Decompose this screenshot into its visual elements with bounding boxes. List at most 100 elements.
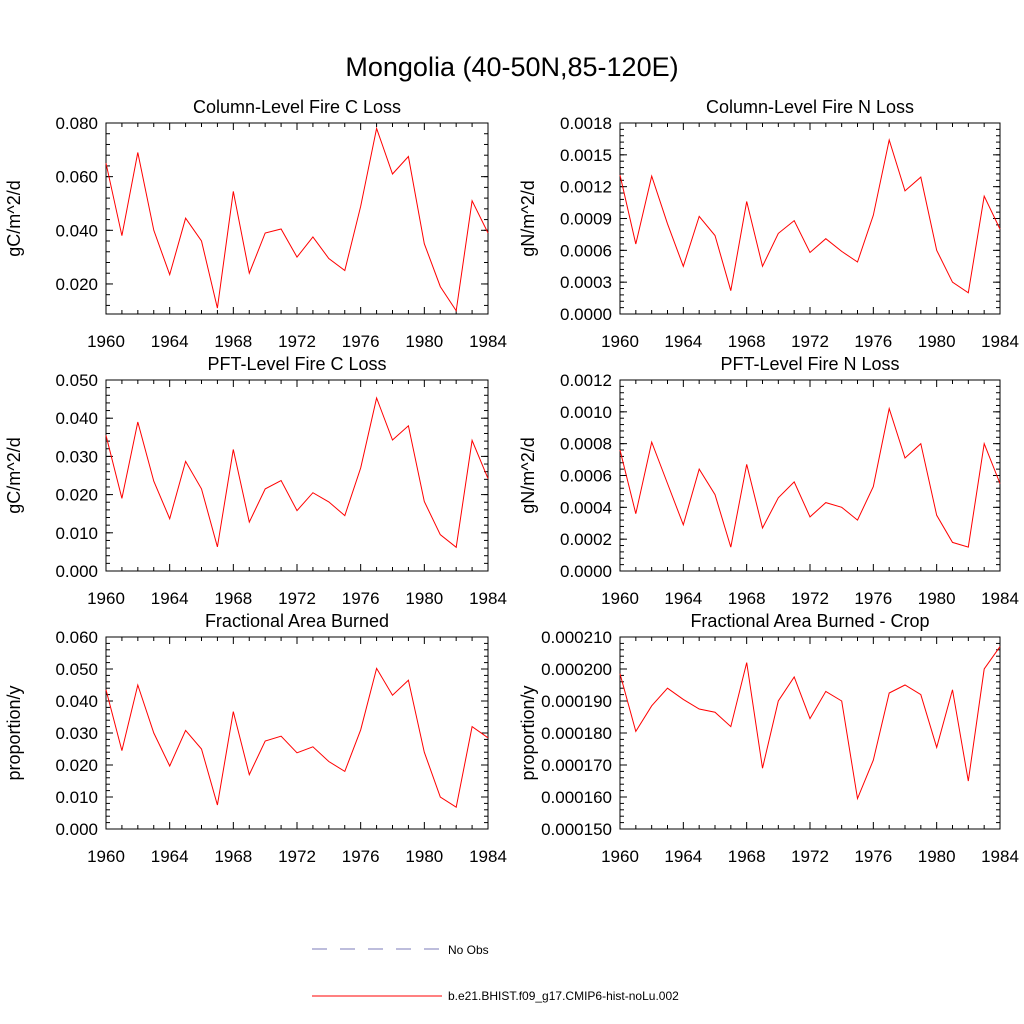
y-axis-label: gC/m^2/d (4, 437, 24, 513)
y-tick-label: 0.0006 (560, 241, 612, 260)
y-tick-label: 0.0003 (560, 273, 612, 292)
y-tick-label: 0.0002 (560, 530, 612, 549)
y-tick-label: 0.000 (55, 820, 98, 839)
y-tick-label: 0.040 (55, 409, 98, 428)
x-tick-label: 1964 (664, 847, 702, 866)
y-tick-label: 0.0012 (560, 371, 612, 390)
x-tick-label: 1968 (214, 847, 252, 866)
series-line (105, 126, 489, 313)
y-tick-label: 0.000170 (541, 756, 612, 775)
y-tick-label: 0.020 (55, 275, 98, 294)
y-tick-label: 0.050 (55, 371, 98, 390)
legend-obs-label: No Obs (448, 943, 489, 957)
plot-frame (619, 636, 1001, 830)
y-tick-label: 0.0006 (560, 467, 612, 486)
chart-panels: Column-Level Fire C Loss gC/m^2/d 1960 1964… (4, 97, 1019, 866)
x-tick-label: 1968 (214, 332, 252, 351)
x-tick-label: 1976 (342, 332, 380, 351)
y-tick-label: 0.0004 (560, 498, 612, 517)
x-tick-label: 1964 (151, 847, 189, 866)
y-tick-label: 0.050 (55, 660, 98, 679)
y-tick-label: 0.0000 (560, 562, 612, 581)
x-tick-label: 1964 (151, 332, 189, 351)
series-line (619, 138, 1001, 294)
x-tick-label: 1960 (87, 332, 125, 351)
legend: No Obs b.e21.BHIST.f09_g17.CMIP6-hist-no… (312, 943, 679, 1003)
chart-panel-2: Column-Level Fire N Loss gN/m^2/d 1960 1964… (518, 97, 1019, 351)
y-tick-label: 0.0015 (560, 146, 612, 165)
plot-frame (105, 636, 489, 830)
x-tick-label: 1976 (854, 332, 892, 351)
y-axis-label: proportion/y (4, 685, 24, 780)
x-tick-label: 1972 (278, 332, 316, 351)
y-tick-label: 0.000210 (541, 628, 612, 647)
series-line (105, 396, 489, 549)
x-tick-label: 1960 (87, 589, 125, 608)
x-tick-label: 1964 (664, 589, 702, 608)
x-tick-label: 1972 (278, 847, 316, 866)
chart-panel-5: Fractional Area Burned proportion/y 1960 19… (4, 611, 507, 866)
x-tick-label: 1972 (791, 589, 829, 608)
y-tick-label: 0.000 (55, 562, 98, 581)
chart-panel-4: PFT-Level Fire N Loss gN/m^2/d 1960 1964 196… (518, 354, 1019, 608)
x-tick-label: 1984 (469, 847, 507, 866)
x-tick-label: 1960 (601, 589, 639, 608)
panel-title: Column-Level Fire C Loss (193, 97, 401, 117)
x-tick-label: 1984 (981, 847, 1019, 866)
y-tick-label: 0.0009 (560, 210, 612, 229)
y-tick-label: 0.000150 (541, 820, 612, 839)
x-tick-label: 1960 (601, 847, 639, 866)
panel-title: Column-Level Fire N Loss (706, 97, 914, 117)
y-tick-label: 0.020 (55, 756, 98, 775)
x-tick-label: 1972 (791, 332, 829, 351)
y-tick-label: 0.000180 (541, 724, 612, 743)
series-line (619, 646, 1001, 801)
x-tick-label: 1972 (791, 847, 829, 866)
x-tick-label: 1972 (278, 589, 316, 608)
x-tick-label: 1980 (405, 589, 443, 608)
x-tick-label: 1968 (728, 847, 766, 866)
y-tick-label: 0.0012 (560, 178, 612, 197)
chart-panel-6: Fractional Area Burned - Crop proportion/… (518, 611, 1019, 866)
x-tick-label: 1964 (151, 589, 189, 608)
y-tick-label: 0.060 (55, 168, 98, 187)
y-axis-label: gN/m^2/d (518, 437, 538, 513)
x-tick-label: 1984 (981, 332, 1019, 351)
y-tick-label: 0.0000 (560, 305, 612, 324)
y-tick-label: 0.080 (55, 114, 98, 133)
figure-title: Mongolia (40-50N,85-120E) (345, 52, 678, 82)
y-tick-label: 0.0008 (560, 435, 612, 454)
x-tick-label: 1980 (405, 847, 443, 866)
panel-title: Fractional Area Burned (205, 611, 389, 631)
y-axis-label: gN/m^2/d (518, 180, 538, 256)
panel-title: Fractional Area Burned - Crop (690, 611, 929, 631)
x-tick-label: 1964 (664, 332, 702, 351)
panel-title: PFT-Level Fire N Loss (720, 354, 899, 374)
y-tick-label: 0.020 (55, 486, 98, 505)
x-tick-label: 1976 (854, 847, 892, 866)
series-line (105, 667, 489, 809)
x-tick-label: 1960 (87, 847, 125, 866)
plot-frame (619, 379, 1001, 572)
x-tick-label: 1968 (214, 589, 252, 608)
legend-model-label: b.e21.BHIST.f09_g17.CMIP6-hist-noLu.002 (448, 989, 679, 1003)
y-axis-label: proportion/y (518, 685, 538, 780)
y-tick-label: 0.060 (55, 628, 98, 647)
y-tick-label: 0.030 (55, 724, 98, 743)
y-tick-label: 0.040 (55, 692, 98, 711)
x-tick-label: 1984 (469, 589, 507, 608)
x-tick-label: 1960 (601, 332, 639, 351)
chart-panel-3: PFT-Level Fire C Loss gC/m^2/d 1960 1964 196… (4, 354, 507, 608)
x-tick-label: 1984 (981, 589, 1019, 608)
chart-panel-1: Column-Level Fire C Loss gC/m^2/d 1960 1964… (4, 97, 507, 351)
y-tick-label: 0.000200 (541, 660, 612, 679)
x-tick-label: 1980 (918, 847, 956, 866)
y-tick-label: 0.000160 (541, 788, 612, 807)
y-axis-label: gC/m^2/d (4, 180, 24, 256)
y-tick-label: 0.0010 (560, 403, 612, 422)
y-tick-label: 0.030 (55, 447, 98, 466)
x-tick-label: 1980 (918, 589, 956, 608)
x-tick-label: 1976 (854, 589, 892, 608)
panel-title: PFT-Level Fire C Loss (207, 354, 386, 374)
y-tick-label: 0.000190 (541, 692, 612, 711)
